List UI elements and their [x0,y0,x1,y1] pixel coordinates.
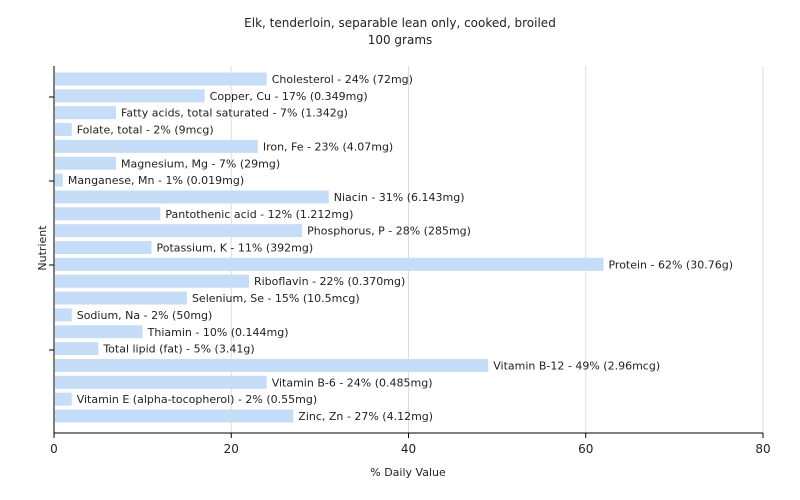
bar-label: Fatty acids, total saturated - 7% (1.342… [121,107,348,120]
bar-label: Zinc, Zn - 27% (4.12mg) [298,410,433,423]
bar [55,257,604,271]
bar [55,72,267,86]
x-tick-label: 0 [50,442,58,456]
bars: Cholesterol - 24% (72mg) Copper, Cu - 17%… [55,72,733,423]
bar [55,207,161,221]
bar-label: Selenium, Se - 15% (10.5mcg) [192,292,360,305]
bar [55,123,72,137]
bar-label: Protein - 62% (30.76g) [608,258,733,271]
axes: 0 20 40 60 80 [49,66,771,456]
x-tick-label: 40 [401,442,416,456]
bar-label: Riboflavin - 22% (0.370mg) [254,275,405,288]
chart-subtitle: 100 grams [368,33,433,47]
bar-label: Total lipid (fat) - 5% (3.41g) [102,343,254,356]
bar [55,173,63,187]
bar-label: Vitamin B-12 - 49% (2.96mcg) [493,359,660,372]
bar-label: Niacin - 31% (6.143mg) [334,191,465,204]
bar [55,190,329,204]
bar [55,274,249,288]
bar [55,89,205,103]
bar-label: Vitamin B-6 - 24% (0.485mg) [272,376,433,389]
bar [55,409,294,423]
bar [55,106,117,120]
bar-label: Magnesium, Mg - 7% (29mg) [121,157,280,170]
bar-label: Copper, Cu - 17% (0.349mg) [210,90,368,103]
bar [55,156,117,170]
bar-label: Pantothenic acid - 12% (1.212mg) [165,208,353,221]
bar [55,375,267,389]
y-axis-title: Nutrient [36,225,49,271]
bar [55,139,258,153]
bar-label: Sodium, Na - 2% (50mg) [77,309,213,322]
x-tick-label: 60 [578,442,593,456]
bar-label: Cholesterol - 24% (72mg) [272,73,413,86]
bar [55,308,72,322]
bar-label: Thiamin - 10% (0.144mg) [147,326,289,339]
bar [55,325,143,339]
bar [55,291,187,305]
x-tick-label: 80 [755,442,770,456]
bar-label: Folate, total - 2% (9mcg) [77,124,214,137]
bar [55,342,99,356]
bar-label: Vitamin E (alpha-tocopherol) - 2% (0.55m… [77,393,317,406]
bar-label: Phosphorus, P - 28% (285mg) [307,225,471,238]
x-tick-label: 20 [224,442,239,456]
bar-label: Iron, Fe - 23% (4.07mg) [263,140,393,153]
bar [55,224,303,238]
bar [55,392,72,406]
bar [55,241,152,254]
bar-label: Manganese, Mn - 1% (0.019mg) [68,174,244,187]
bar-label: Potassium, K - 11% (392mg) [156,242,313,255]
x-axis-title: % Daily Value [370,466,446,479]
bar [55,358,489,372]
chart-title: Elk, tenderloin, separable lean only, co… [244,16,556,30]
